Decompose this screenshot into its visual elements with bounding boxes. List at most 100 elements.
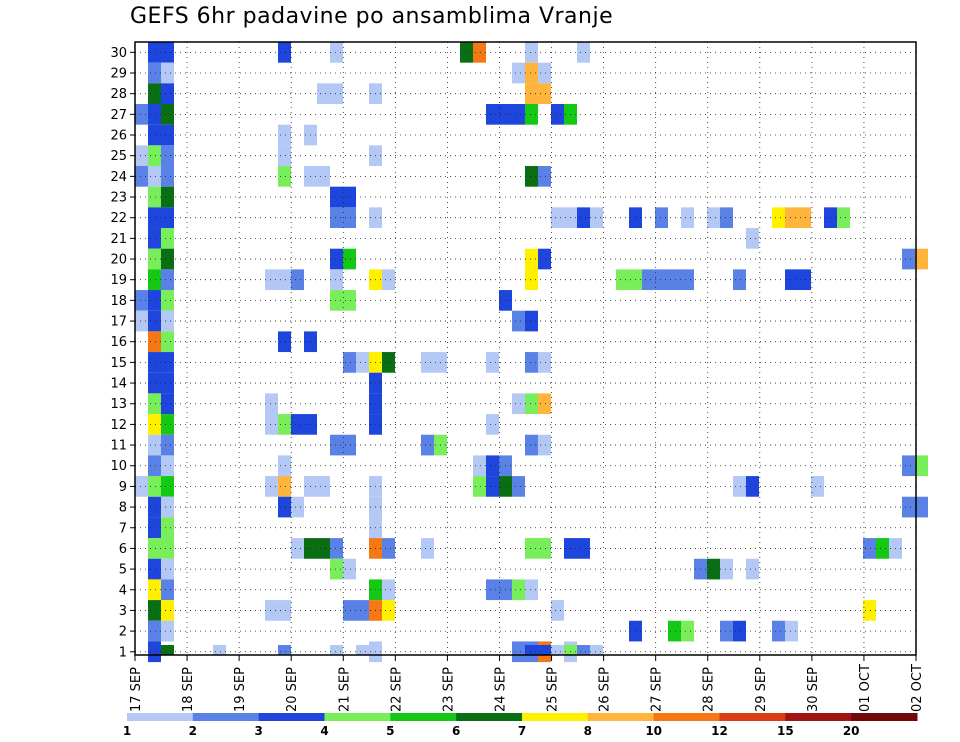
heatmap-cell [161,393,174,415]
y-tick-label: 11 [110,439,127,454]
heatmap-cell [382,352,395,373]
x-tick-label: 28 SEP [702,667,717,712]
heatmap-cell [733,476,746,497]
heatmap-cell [161,310,174,332]
heatmap-cell [577,42,590,63]
legend-swatch [258,713,325,721]
y-tick-label: 24 [110,170,127,185]
x-tick-label: 30 SEP [806,667,821,712]
y-tick-label: 6 [119,542,127,557]
legend-swatch [851,713,918,721]
legend-label: 8 [584,724,592,738]
legend-swatch [192,713,260,721]
heatmap-cell [525,310,538,332]
y-tick-label: 23 [110,191,127,206]
heatmap-cell [746,558,759,580]
x-tick-label: 17 SEP [129,667,144,712]
heatmap-cell [525,248,538,270]
heatmap-cell [538,434,551,456]
heatmap-cell [330,42,343,63]
x-tick-label: 20 SEP [285,667,300,712]
heatmap-cell [668,269,681,291]
heatmap-cell [278,42,291,63]
chart-title: GEFS 6hr padavine po ansamblima Vranje [130,4,614,29]
heatmap-cell [161,145,174,167]
y-tick-label: 14 [110,377,127,392]
plot-frame [134,41,917,656]
legend-swatch [785,713,852,721]
heatmap-cell [265,269,278,291]
heatmap-cell [148,248,161,270]
heatmap-cell [148,207,161,229]
legend-label: 15 [777,724,794,738]
y-tick-label: 4 [119,583,127,598]
x-tick-label: 29 SEP [754,667,769,712]
heatmap-cell [161,228,174,249]
heatmap-cell [161,645,174,655]
y-tick-label: 8 [119,501,127,516]
heatmap-cell [265,414,278,435]
heatmap-cell [161,434,174,456]
heatmap-cell [915,248,928,270]
y-tick-label: 19 [110,273,127,288]
heatmap-cell [161,62,174,84]
heatmap-cell [525,62,538,84]
x-tick-label: 02 OCT [910,664,925,712]
heatmap-cell [486,476,499,497]
heatmap-cell [785,269,798,291]
heatmap-cell [525,538,538,559]
heatmap-cell [135,145,148,167]
heatmap-cell [343,186,356,208]
y-tick-label: 9 [119,480,127,495]
heatmap-cell [278,496,291,518]
heatmap-cell [148,414,161,435]
heatmap-cell [135,166,148,187]
heatmap-cell [343,558,356,580]
heatmap-cell [785,620,798,642]
y-tick-label: 28 [110,87,127,102]
legend-label: 3 [254,724,262,738]
heatmap-cell [486,579,499,601]
heatmap-cell [538,166,551,187]
heatmap-cell [343,434,356,456]
heatmap-cell [161,331,174,353]
heatmap-cell [265,393,278,415]
heatmap-cell [330,558,343,580]
heatmap-cell [486,414,499,435]
heatmap-cell [317,476,330,497]
heatmap-cell [538,538,551,559]
heatmap-cell [525,83,538,105]
heatmap-cell [538,248,551,270]
legend-swatch [719,713,786,721]
heatmap-cell [265,600,278,621]
legend-label: 20 [843,724,860,738]
heatmap-cell [538,83,551,105]
heatmap-cell [148,455,161,477]
heatmap-cell [486,104,499,125]
heatmap-cell [512,310,525,332]
x-tick-label: 19 SEP [233,667,248,712]
heatmap-cell [460,42,473,63]
heatmap-cell [798,207,811,229]
heatmap-cell [161,42,174,63]
heatmap-cell [551,207,564,229]
heatmap-cell [291,496,304,518]
legend-swatch [587,713,655,721]
heatmap-cell [161,558,174,580]
heatmap-cell [148,393,161,415]
heatmap-cell [421,352,434,373]
y-tick-label: 7 [119,521,127,536]
legend-label: 2 [189,724,197,738]
heatmap-cell [668,620,681,642]
y-tick-label: 20 [110,253,127,268]
heatmap-cell [915,496,928,518]
heatmap-cell [148,620,161,642]
y-tick-label: 22 [110,211,127,226]
heatmap-cell [915,455,928,477]
heatmap-cell [330,538,343,559]
heatmap-cell [148,228,161,249]
heatmap-cell [512,393,525,415]
legend-swatch [653,713,720,721]
heatmap-cell [148,310,161,332]
